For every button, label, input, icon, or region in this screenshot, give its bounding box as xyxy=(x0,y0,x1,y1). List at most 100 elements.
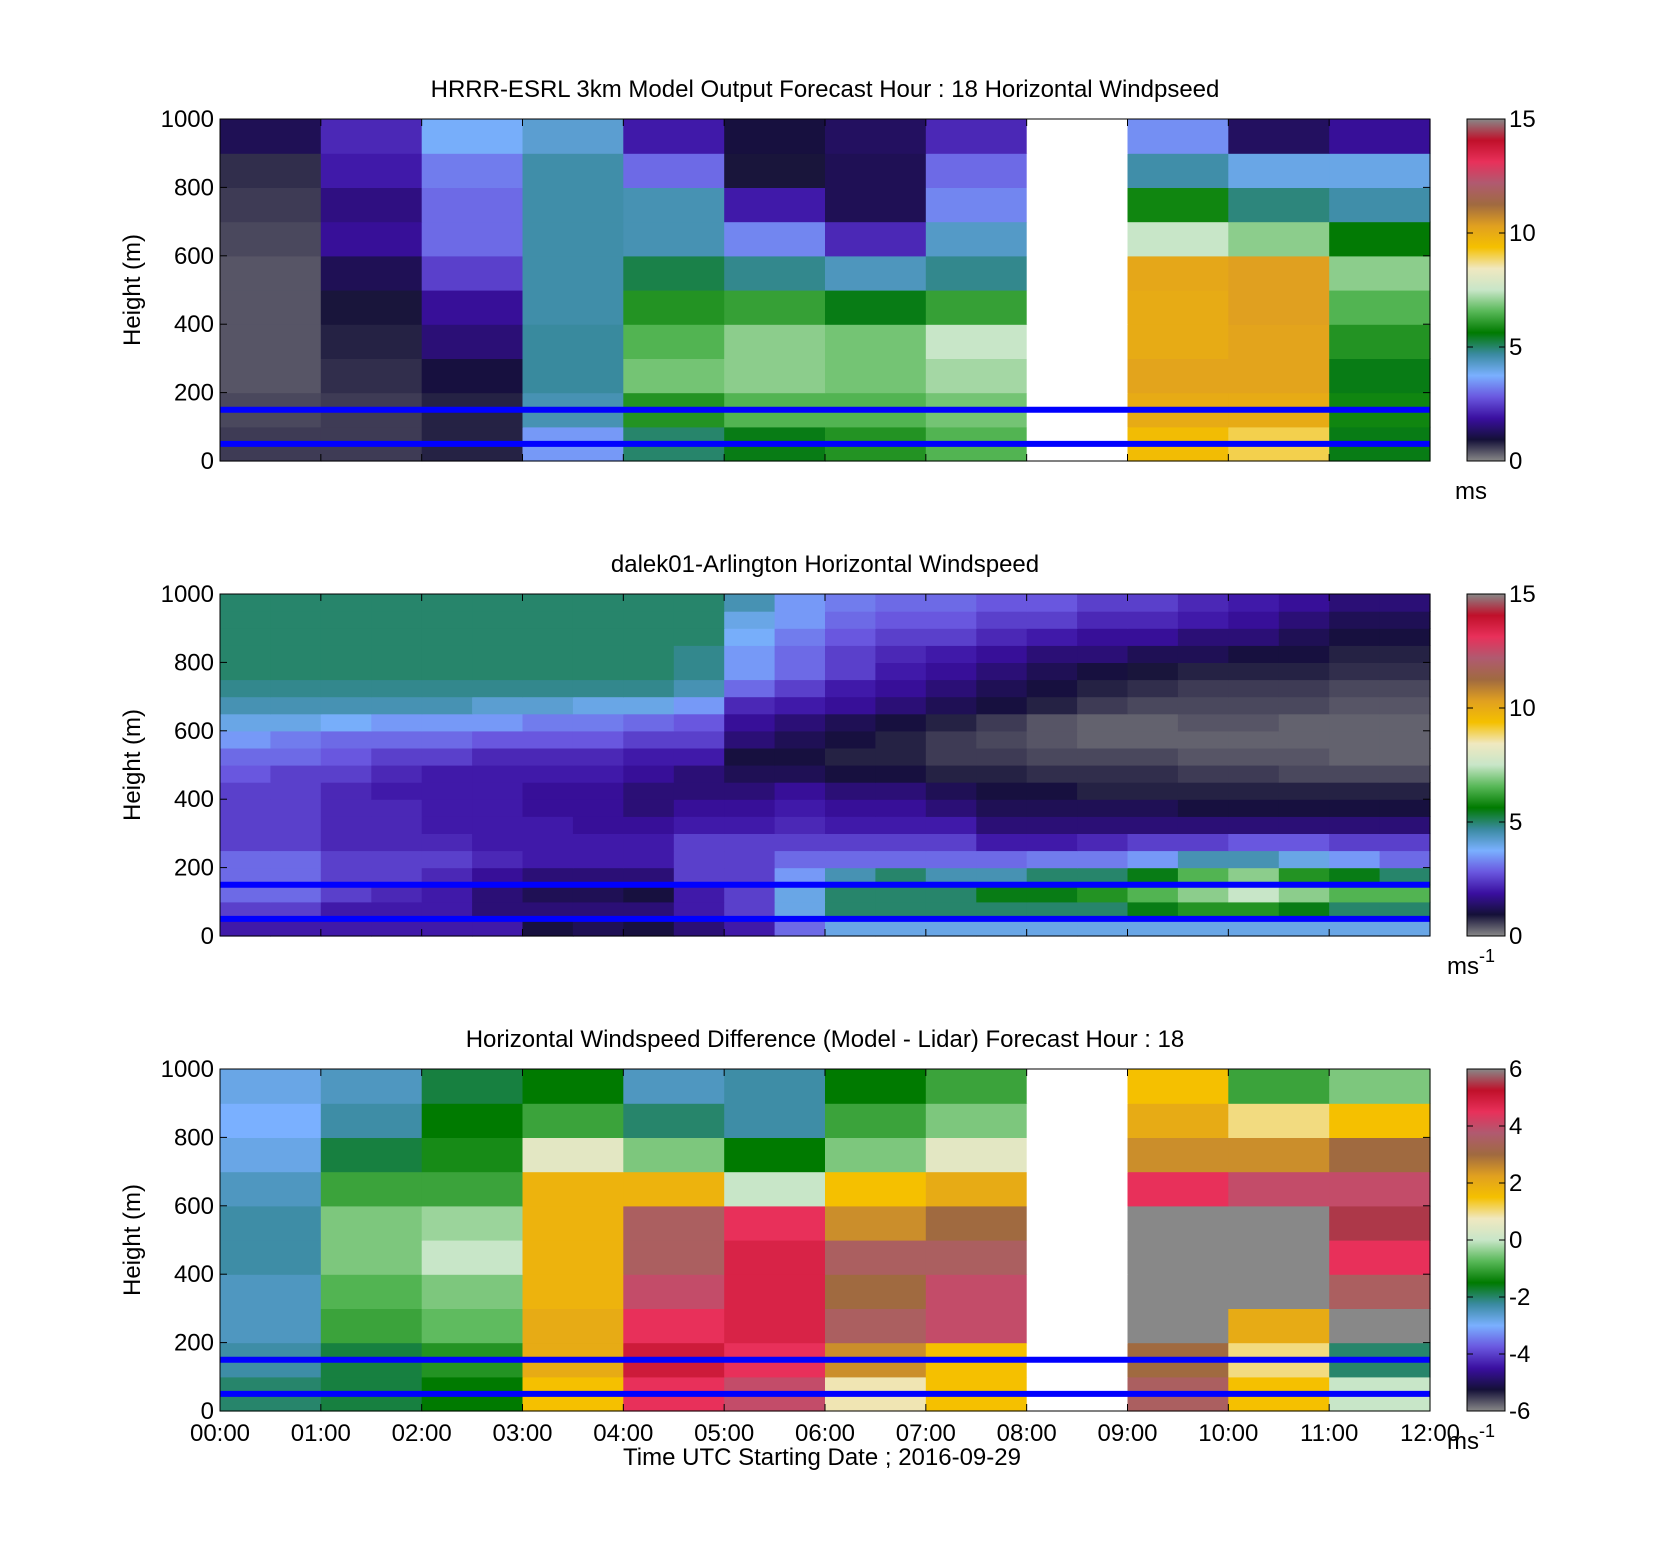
heatmap-cell xyxy=(925,799,977,817)
heatmap-cell xyxy=(421,119,524,154)
heatmap-cell xyxy=(1228,662,1280,681)
heatmap-cell xyxy=(220,765,271,783)
heatmap-cell xyxy=(1379,850,1431,869)
heatmap-cell xyxy=(925,187,1028,223)
y-tick-label: 1000 xyxy=(161,106,214,133)
heatmap-cell xyxy=(1329,679,1381,698)
heatmap-cell xyxy=(1026,255,1129,291)
y-tick-label: 0 xyxy=(201,1398,214,1425)
heatmap-cell xyxy=(774,884,826,903)
heatmap-cell xyxy=(724,679,776,698)
heatmap-cell xyxy=(572,850,624,869)
heatmap-cell xyxy=(421,713,473,732)
heatmap-cell xyxy=(421,1274,524,1309)
heatmap-cell xyxy=(522,696,574,715)
heatmap-cell xyxy=(925,153,1028,188)
heatmap-cell xyxy=(623,918,675,937)
heatmap-cell xyxy=(1026,713,1078,732)
heatmap-cell xyxy=(1127,187,1229,223)
heatmap-cell xyxy=(1228,187,1330,223)
heatmap-cell xyxy=(522,221,624,257)
heatmap-cell xyxy=(421,594,473,612)
heatmap-cell xyxy=(421,611,473,629)
heatmap-cell xyxy=(522,594,574,612)
colorbar-gradient xyxy=(1466,593,1506,937)
heatmap-cell xyxy=(976,884,1028,903)
heatmap-cell xyxy=(1329,290,1431,325)
heatmap-cells xyxy=(220,1069,1431,1412)
heatmap-cell xyxy=(925,765,977,783)
heatmap-cell xyxy=(1026,679,1078,698)
heatmap-cell xyxy=(724,1171,826,1207)
heatmap-cell xyxy=(1379,918,1431,937)
heatmap-cell xyxy=(1177,816,1229,834)
heatmap-cell xyxy=(320,799,372,817)
heatmap-cell xyxy=(875,884,927,903)
heatmap-cell xyxy=(1329,662,1381,681)
heatmap-cell xyxy=(1379,867,1431,886)
heatmap-cell xyxy=(472,611,524,629)
heatmap-cell xyxy=(1228,119,1330,154)
heatmap-cell xyxy=(623,901,675,920)
heatmap-cell xyxy=(925,884,977,903)
heatmap-cell xyxy=(1177,782,1229,800)
heatmap-cell xyxy=(1228,782,1280,800)
heatmap-cell xyxy=(1026,153,1129,188)
heatmap-cell xyxy=(1077,645,1129,663)
heatmap-cell xyxy=(875,816,927,834)
heatmap-cell xyxy=(572,782,624,800)
heatmap-cell xyxy=(572,747,624,766)
heatmap-cell xyxy=(1329,1240,1431,1275)
heatmap-cell xyxy=(976,594,1028,612)
heatmap-cell xyxy=(673,816,725,834)
heatmap-cell xyxy=(1077,816,1129,834)
colorbar-unit-superscript: -1 xyxy=(1479,946,1495,966)
heatmap-cell xyxy=(825,799,876,817)
heatmap-cell xyxy=(925,119,1028,154)
heatmap-cell xyxy=(724,782,776,800)
heatmap-cell xyxy=(1127,1137,1229,1173)
heatmap-cell xyxy=(371,713,423,732)
y-axis-label: Height (m) xyxy=(119,709,146,821)
heatmap-cell xyxy=(421,358,524,394)
heatmap-cell xyxy=(1177,799,1229,817)
heatmap-cell xyxy=(1127,628,1179,646)
heatmap-cell xyxy=(1228,730,1280,749)
heatmap-cell xyxy=(220,662,271,681)
heatmap-cell xyxy=(220,1137,322,1173)
heatmap-cell xyxy=(1026,1171,1129,1207)
heatmap-cell xyxy=(371,918,423,937)
y-tick-label: 1000 xyxy=(161,1056,214,1083)
heatmap-cell xyxy=(1329,747,1381,766)
heatmap-cell xyxy=(724,799,776,817)
heatmap-cell xyxy=(1077,765,1129,783)
heatmap-cell xyxy=(825,1308,927,1344)
heatmap-cell xyxy=(1379,696,1431,715)
heatmap-cell xyxy=(1329,696,1381,715)
heatmap-cell xyxy=(522,765,574,783)
y-tick-label: 1000 xyxy=(161,581,214,608)
heatmap-cell xyxy=(623,833,675,852)
heatmap-cell xyxy=(1026,730,1078,749)
heatmap-cell xyxy=(925,1240,1028,1275)
heatmap-cell xyxy=(724,1274,826,1309)
heatmap-cell xyxy=(825,255,927,291)
heatmap-cell xyxy=(1026,833,1078,852)
heatmap-cell xyxy=(976,833,1028,852)
heatmap-cell xyxy=(724,153,826,188)
heatmap-cell xyxy=(1127,850,1179,869)
heatmap-cell xyxy=(522,119,624,154)
heatmap-cell xyxy=(270,679,322,698)
heatmap-cell xyxy=(724,594,776,612)
heatmap-cell xyxy=(1379,645,1431,663)
heatmap-cell xyxy=(976,765,1028,783)
heatmap-cell xyxy=(1127,290,1229,325)
heatmap-cell xyxy=(1177,884,1229,903)
x-tick-label: 10:00 xyxy=(1198,1420,1258,1447)
heatmap-cell xyxy=(774,696,826,715)
heatmap-cell xyxy=(1379,679,1431,698)
heatmap-cell xyxy=(623,358,725,394)
heatmap-cell xyxy=(522,713,574,732)
heatmap-cell xyxy=(623,1274,725,1309)
heatmap-cell xyxy=(925,255,1028,291)
